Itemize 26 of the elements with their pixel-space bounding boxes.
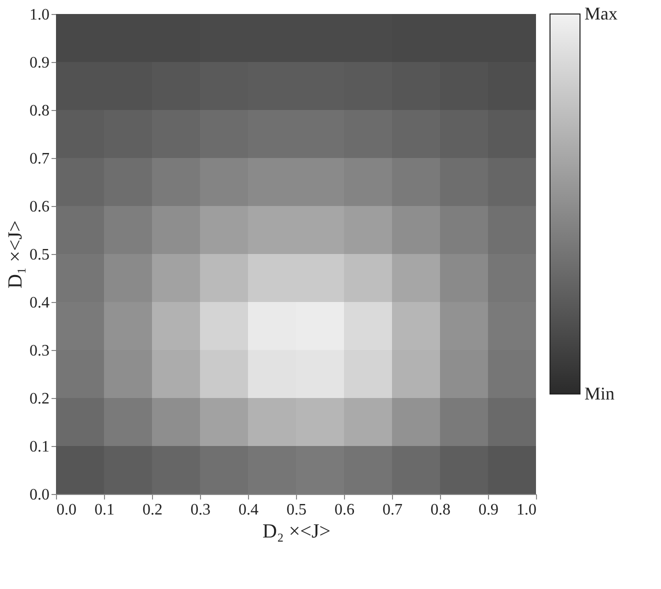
y-tick-label: 0.5 [30, 246, 50, 264]
x-tick-label: 0.5 [286, 502, 306, 518]
y-tick-label: 0.2 [30, 390, 50, 408]
x-tick-label: 0.8 [430, 502, 450, 518]
y-axis-title: D₁ ×<J> [4, 220, 26, 289]
y-tick-label: 0.7 [30, 150, 50, 168]
x-tick-label: 0.2 [142, 502, 162, 518]
x-tick-label: 1.0 [516, 502, 536, 518]
x-axis-title: D₂ ×<J> [262, 520, 331, 542]
y-tick-label: 0.6 [30, 198, 50, 216]
x-tick-label: 0.0 [56, 502, 76, 518]
x-tick-label: 0.7 [382, 502, 402, 518]
y-tick-label: 0.1 [30, 438, 50, 456]
x-tick-label: 0.1 [94, 502, 114, 518]
y-tick-label: 0.0 [30, 486, 50, 504]
color-bar-label: Min [584, 384, 615, 404]
x-tick-label: 0.3 [190, 502, 210, 518]
x-tick-label: 0.9 [478, 502, 498, 518]
y-tick-label: 0.3 [30, 342, 50, 360]
y-tick-label: 0.9 [30, 54, 50, 72]
x-tick-label: 0.6 [334, 502, 354, 518]
x-tick-label: 0.4 [238, 502, 258, 518]
y-tick-label: 0.8 [30, 102, 50, 120]
y-tick-label: 1.0 [30, 6, 50, 24]
color-bar-label: Max [584, 4, 618, 24]
y-tick-label: 0.4 [30, 294, 50, 312]
